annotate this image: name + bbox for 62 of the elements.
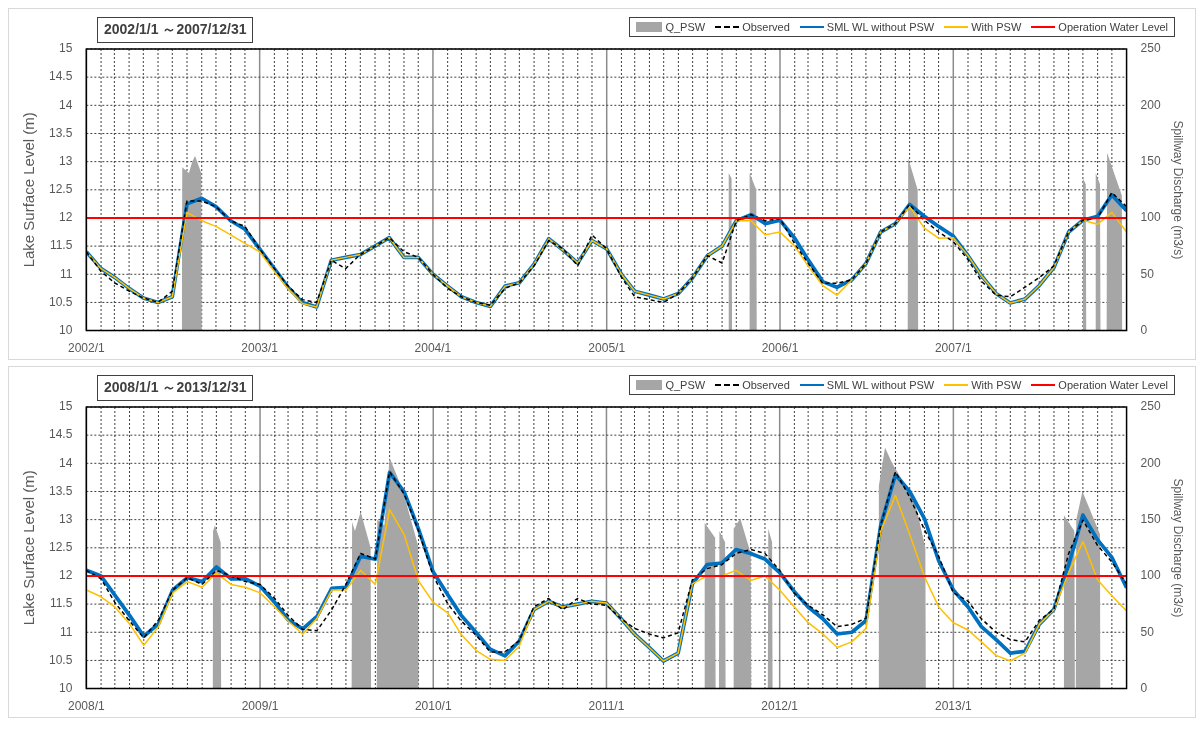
x-tick-label: 2007/1 [934, 341, 972, 356]
y-tick-label: 14 [59, 97, 73, 112]
x-tick-label: 2008/1 [68, 699, 106, 714]
x-tick-label: 2009/1 [241, 699, 279, 714]
y-tick-label: 14 [59, 455, 73, 470]
y2-tick-label: 50 [1140, 624, 1155, 639]
y-tick-label: 13 [59, 511, 73, 526]
y-tick-label: 15 [59, 41, 73, 56]
y-tick-label: 13 [59, 153, 73, 168]
x-tick-label: 2005/1 [588, 341, 626, 356]
y-tick-label: 13.5 [49, 483, 73, 498]
y2-tick-label: 250 [1140, 41, 1161, 56]
y2-tick-label: 0 [1140, 680, 1148, 695]
y-tick-label: 10.5 [49, 294, 73, 309]
y-tick-label: 13.5 [49, 125, 73, 140]
y-tick-label: 15 [59, 399, 73, 414]
y2-tick-label: 250 [1140, 399, 1161, 414]
y2-tick-label: 200 [1140, 455, 1161, 470]
y-tick-label: 11.5 [49, 596, 73, 611]
y-tick-label: 14.5 [49, 69, 73, 84]
y-axis-title: Lake Surface Level (m) [20, 470, 38, 626]
y-tick-label: 10 [59, 680, 73, 695]
y2-tick-label: 100 [1140, 568, 1161, 583]
legend-label: Operation Water Level [1058, 379, 1168, 391]
x-tick-label: 2003/1 [241, 341, 279, 356]
y2-tick-label: 200 [1140, 97, 1161, 112]
y-axis-title: Lake Surface Level (m) [20, 112, 38, 268]
y-tick-label: 10.5 [49, 652, 73, 667]
y-tick-label: 12.5 [49, 540, 73, 555]
x-tick-label: 2011/1 [588, 699, 625, 714]
y-tick-label: 11 [59, 624, 73, 639]
legend-label: Q_PSW [665, 21, 706, 33]
legend-label: With PSW [971, 21, 1022, 33]
x-tick-label: 2006/1 [761, 341, 799, 356]
x-tick-label: 2010/1 [414, 699, 452, 714]
y-tick-label: 12 [59, 568, 73, 583]
y2-axis-title: Spillway Discharge (m3/s) [1171, 120, 1186, 260]
legend-label: Q_PSW [665, 379, 706, 391]
x-tick-label: 2013/1 [935, 699, 973, 714]
y-tick-label: 11 [59, 266, 73, 281]
x-tick-label: 2012/1 [761, 699, 799, 714]
y-tick-label: 14.5 [49, 427, 73, 442]
legend-label: Operation Water Level [1058, 21, 1168, 33]
legend-label: Observed [742, 379, 790, 391]
legend-label: Observed [742, 21, 790, 33]
y-tick-label: 10 [59, 322, 73, 337]
legend-label: SML WL without PSW [826, 379, 935, 391]
x-tick-label: 2002/1 [68, 341, 106, 356]
y2-tick-label: 50 [1140, 266, 1155, 281]
y2-tick-label: 100 [1140, 210, 1161, 225]
chart-title: 2008/1/1 ～2013/12/31 [97, 375, 254, 401]
y2-tick-label: 150 [1140, 511, 1161, 526]
y-tick-label: 12 [59, 210, 73, 225]
legend-label: SML WL without PSW [826, 21, 935, 33]
y-tick-label: 12.5 [49, 182, 73, 197]
y2-tick-label: 150 [1140, 153, 1161, 168]
y-tick-label: 11.5 [49, 238, 73, 253]
x-tick-label: 2004/1 [414, 341, 452, 356]
y2-axis-title: Spillway Discharge (m3/s) [1171, 478, 1186, 618]
chart-title: 2002/1/1 ～2007/12/31 [97, 17, 254, 43]
y2-tick-label: 0 [1140, 322, 1148, 337]
legend-label: With PSW [971, 379, 1022, 391]
